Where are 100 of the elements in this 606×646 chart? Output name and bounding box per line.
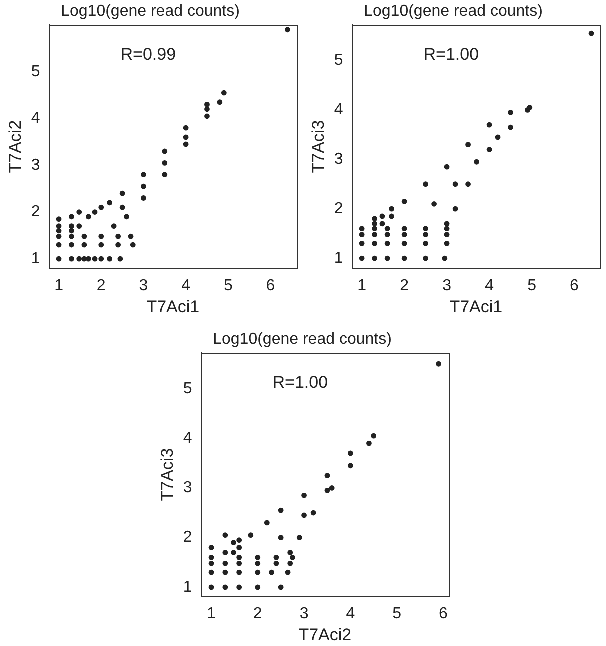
point <box>444 232 450 238</box>
annotation: R=1.00 <box>424 44 480 64</box>
point <box>444 221 450 227</box>
point <box>183 142 189 148</box>
point <box>324 473 330 478</box>
y-tick-label: 1 <box>334 250 344 267</box>
point <box>466 142 471 148</box>
point <box>141 196 146 201</box>
point <box>296 535 302 541</box>
point <box>92 256 98 262</box>
point <box>183 134 189 140</box>
point <box>288 560 294 566</box>
y-tick-label: 4 <box>334 102 344 119</box>
point <box>302 492 307 498</box>
point <box>402 240 408 246</box>
point <box>372 240 378 246</box>
x-tick-label: 1 <box>54 277 64 294</box>
y-tick-label: 5 <box>183 380 192 398</box>
point <box>402 226 408 232</box>
point <box>86 214 92 220</box>
point <box>76 224 82 230</box>
point <box>221 90 227 96</box>
point <box>255 560 261 566</box>
point <box>255 570 261 576</box>
point <box>231 540 236 546</box>
point <box>452 206 458 212</box>
point <box>98 242 104 248</box>
point <box>371 433 377 439</box>
point <box>274 560 280 566</box>
point <box>359 240 365 246</box>
point <box>389 214 395 220</box>
point <box>217 100 223 106</box>
point <box>116 234 122 240</box>
point <box>384 232 390 238</box>
y-tick-label: 3 <box>183 480 192 497</box>
point <box>359 232 365 238</box>
x-tick-label: 2 <box>400 277 410 294</box>
point <box>248 532 254 538</box>
point <box>56 228 62 234</box>
x-tick-label: 3 <box>300 605 309 622</box>
x-tick-label: 6 <box>438 605 448 622</box>
point <box>69 242 74 248</box>
point <box>359 256 365 262</box>
x-tick-label: 1 <box>207 605 216 622</box>
point <box>128 234 134 240</box>
point <box>236 584 242 590</box>
point <box>107 200 113 206</box>
y-tick-label: 1 <box>31 250 40 268</box>
y-tick-label: 5 <box>334 52 344 70</box>
point <box>98 204 104 210</box>
point <box>474 159 480 165</box>
point <box>384 256 390 262</box>
point <box>69 214 74 220</box>
point <box>236 554 242 560</box>
x-tick-label: 6 <box>570 277 580 294</box>
point <box>208 570 214 576</box>
point <box>204 106 210 112</box>
point <box>208 584 214 590</box>
x-tick-label: 5 <box>392 605 402 622</box>
y-tick-label: 2 <box>31 204 40 221</box>
point <box>82 234 88 240</box>
point <box>525 108 530 113</box>
point <box>222 584 228 590</box>
point <box>508 124 514 130</box>
point <box>231 550 236 556</box>
point <box>236 560 242 566</box>
point <box>162 172 168 178</box>
point <box>56 234 62 240</box>
point <box>56 242 62 248</box>
point <box>372 216 378 222</box>
point <box>98 256 104 262</box>
point <box>402 198 408 204</box>
point <box>236 570 242 576</box>
point <box>162 160 168 166</box>
point <box>107 256 113 262</box>
point <box>269 570 275 576</box>
point <box>264 520 270 526</box>
point <box>162 148 168 154</box>
point <box>76 210 82 215</box>
y-tick-label: 2 <box>183 529 192 546</box>
point <box>69 234 74 240</box>
point <box>486 147 492 152</box>
point <box>423 240 428 246</box>
x-tick-label: 3 <box>442 277 452 294</box>
point <box>452 182 458 188</box>
point <box>442 256 448 262</box>
point <box>284 27 290 33</box>
point <box>278 535 284 541</box>
point <box>208 554 214 560</box>
x-axis-title: T7Aci2 <box>298 625 352 644</box>
x-tick-label: 3 <box>139 277 148 294</box>
point <box>56 224 62 230</box>
chart-title: Log10(gene read counts) <box>61 3 240 20</box>
y-tick-label: 2 <box>334 200 344 218</box>
point <box>236 538 242 544</box>
point <box>56 256 62 262</box>
annotation: R=0.99 <box>120 44 176 64</box>
point <box>120 204 126 210</box>
point <box>444 164 450 170</box>
point <box>141 184 146 190</box>
